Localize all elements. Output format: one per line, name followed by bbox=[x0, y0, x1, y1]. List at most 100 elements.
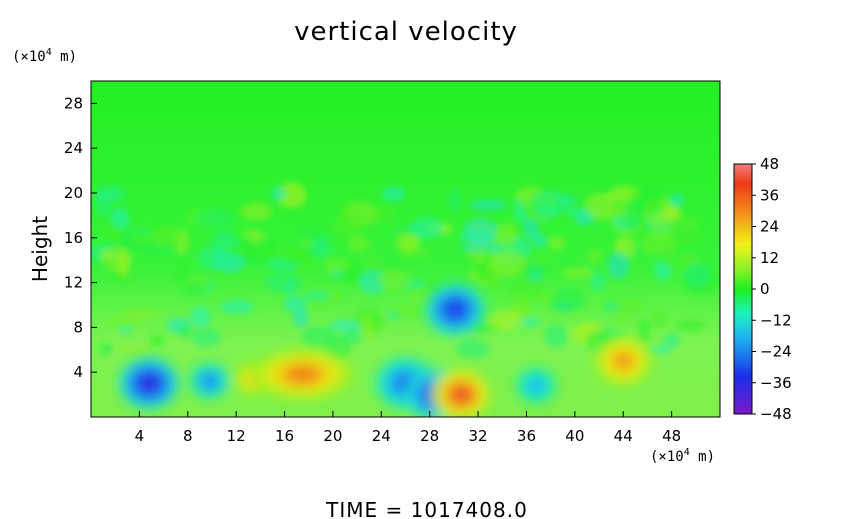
x-tick-label: 32 bbox=[469, 427, 488, 445]
x-tick-label: 36 bbox=[517, 427, 536, 445]
texture-patch bbox=[283, 282, 296, 295]
texture-patch bbox=[607, 251, 630, 280]
texture-patch bbox=[460, 242, 499, 252]
texture-patch bbox=[548, 236, 566, 250]
x-tick-label: 48 bbox=[662, 427, 681, 445]
texture-patch bbox=[486, 311, 524, 331]
texture-patch bbox=[448, 189, 462, 213]
chart-title: vertical velocity bbox=[294, 17, 518, 47]
y-unit-label: (×104 m) bbox=[12, 47, 77, 65]
colorbar-tick-label: 48 bbox=[760, 155, 779, 173]
colorbar-tick-label: 0 bbox=[760, 280, 770, 298]
x-tick-label: 44 bbox=[614, 427, 633, 445]
texture-patch bbox=[662, 207, 682, 220]
texture-patch bbox=[638, 233, 678, 255]
texture-patch bbox=[106, 316, 140, 330]
texture-patch bbox=[396, 230, 421, 253]
texture-patch bbox=[360, 316, 373, 343]
x-axis-ticks: 4 8 12 16 20 24 28 32 36 40 44 48 bbox=[135, 411, 681, 445]
colorbar-tick-label: −24 bbox=[760, 343, 792, 361]
velocity-cell bbox=[446, 301, 465, 318]
y-tick-label: 12 bbox=[64, 274, 83, 292]
velocity-cell bbox=[614, 353, 633, 369]
y-axis-label: Height bbox=[28, 216, 52, 282]
texture-patch bbox=[190, 306, 212, 328]
colorbar-tick-label: −36 bbox=[760, 374, 792, 392]
texture-patch bbox=[237, 243, 277, 264]
y-tick-label: 4 bbox=[73, 363, 83, 381]
y-tick-label: 16 bbox=[64, 229, 83, 247]
texture-patch bbox=[332, 213, 364, 238]
texture-patch bbox=[669, 193, 684, 207]
y-tick-label: 20 bbox=[64, 184, 83, 202]
velocity-cell bbox=[203, 375, 216, 387]
texture-patch bbox=[312, 236, 332, 259]
texture-patch bbox=[510, 292, 532, 318]
x-unit-suffix: m) bbox=[690, 449, 715, 465]
x-tick-label: 28 bbox=[420, 427, 439, 445]
texture-patch bbox=[562, 267, 594, 278]
texture-patch bbox=[548, 287, 587, 312]
texture-patch bbox=[292, 309, 309, 328]
x-tick-label: 20 bbox=[323, 427, 342, 445]
y-unit-exp: 4 bbox=[46, 47, 52, 58]
y-unit-prefix: (×10 bbox=[12, 49, 46, 65]
texture-patch bbox=[145, 245, 171, 256]
plot-frame bbox=[90, 80, 721, 418]
x-tick-label: 12 bbox=[227, 427, 246, 445]
texture-patch bbox=[637, 318, 651, 345]
texture-patch bbox=[279, 245, 310, 266]
texture-patch bbox=[152, 226, 184, 247]
texture-patch bbox=[95, 185, 126, 203]
y-tick-label: 8 bbox=[73, 318, 83, 336]
texture-patch bbox=[623, 202, 646, 230]
texture-patch bbox=[575, 213, 594, 226]
y-axis-ticks: 4 8 12 16 20 24 28 bbox=[64, 94, 97, 381]
texture-patch bbox=[671, 216, 700, 232]
colorbar: 48 36 24 12 0 −12 −24 −36 −48 bbox=[733, 155, 792, 423]
texture-patch bbox=[530, 189, 570, 217]
texture-patch bbox=[178, 324, 192, 339]
texture-patch bbox=[182, 283, 203, 295]
texture-patch bbox=[191, 327, 222, 348]
texture-patch bbox=[684, 262, 712, 288]
texture-patch bbox=[650, 309, 667, 328]
texture-patch bbox=[347, 235, 371, 253]
texture-patch bbox=[456, 339, 490, 359]
texture-patch bbox=[120, 226, 153, 237]
y-tick-label: 24 bbox=[64, 139, 83, 157]
texture-patch bbox=[323, 257, 350, 274]
texture-patch bbox=[120, 308, 160, 320]
texture-patch bbox=[675, 320, 706, 332]
texture-patch bbox=[613, 314, 631, 326]
velocity-cell bbox=[452, 386, 471, 403]
texture-patch bbox=[220, 300, 254, 315]
time-footer: TIME = 1017408.0 bbox=[325, 498, 528, 519]
x-tick-label: 24 bbox=[372, 427, 391, 445]
texture-patch bbox=[544, 324, 568, 348]
texture-patch bbox=[240, 202, 272, 221]
texture-patch bbox=[98, 342, 113, 356]
x-tick-label: 40 bbox=[565, 427, 584, 445]
x-tick-label: 8 bbox=[183, 427, 193, 445]
x-tick-label: 16 bbox=[275, 427, 294, 445]
texture-patch bbox=[263, 238, 276, 250]
x-tick-label: 4 bbox=[135, 427, 145, 445]
x-unit-label: (×104 m) bbox=[650, 447, 715, 465]
texture-patch bbox=[366, 257, 382, 270]
texture-patch bbox=[110, 207, 130, 229]
texture-patch bbox=[149, 334, 165, 347]
texture-patch bbox=[271, 186, 287, 201]
texture-patch bbox=[648, 345, 672, 354]
texture-patch bbox=[222, 246, 248, 256]
y-unit-suffix: m) bbox=[52, 49, 77, 65]
texture-patch bbox=[388, 304, 423, 319]
texture-patch bbox=[263, 273, 303, 293]
texture-patch bbox=[381, 186, 406, 202]
turbulence-texture bbox=[91, 182, 720, 360]
texture-patch bbox=[194, 209, 235, 228]
texture-patch bbox=[398, 249, 430, 258]
colorbar-ticks: 48 36 24 12 0 −12 −24 −36 −48 bbox=[752, 155, 792, 423]
texture-patch bbox=[603, 300, 619, 313]
